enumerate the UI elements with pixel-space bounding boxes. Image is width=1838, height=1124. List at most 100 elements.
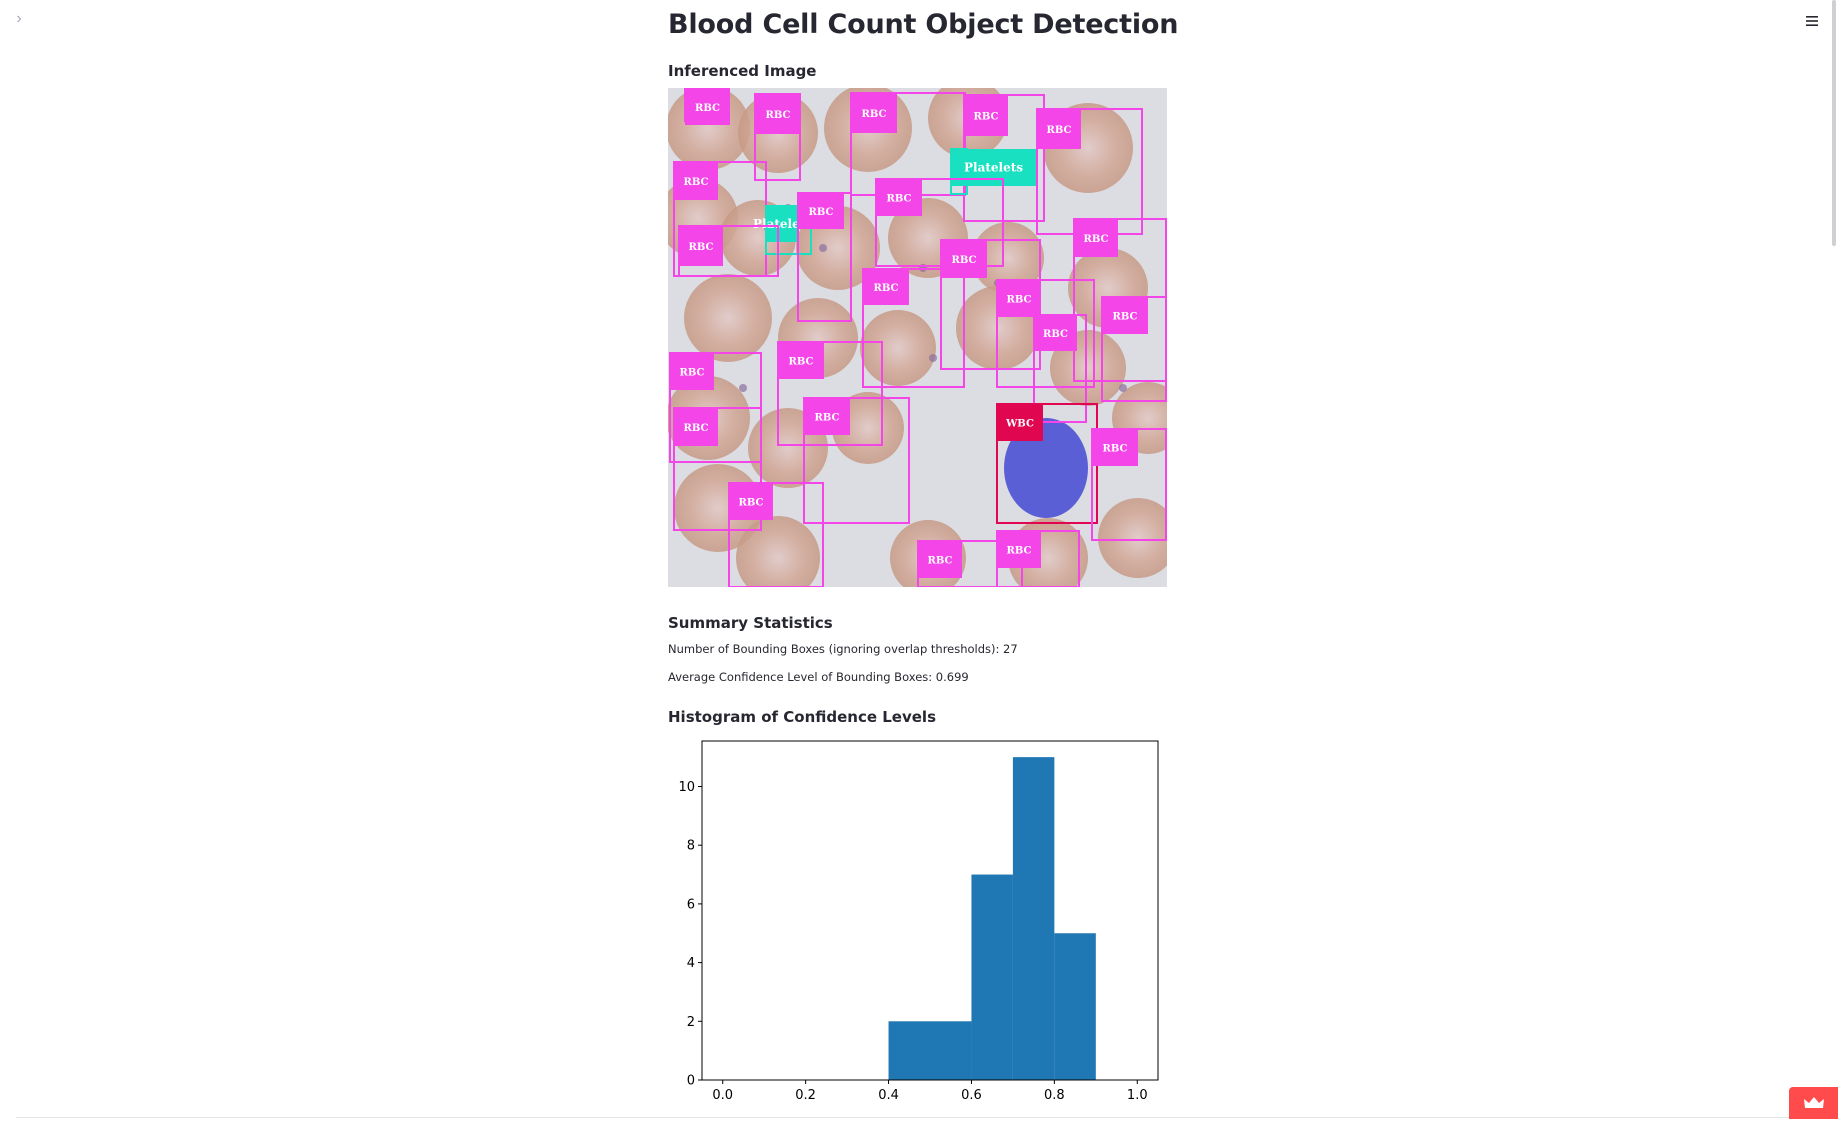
box-label-tag: [997, 280, 1041, 317]
box-label-text: RBC: [862, 109, 887, 120]
y-tick-label: 8: [687, 839, 695, 854]
y-tick-label: 10: [678, 780, 695, 795]
x-tick-label: 0.8: [1044, 1088, 1065, 1103]
box-label-tag: [674, 162, 718, 200]
box-label-tag: [997, 531, 1041, 568]
detection-rbc: RBC: [1091, 428, 1167, 541]
box-label-tag: [851, 93, 897, 133]
detection-rbc: RBC: [1033, 314, 1087, 423]
x-tick-label: 1.0: [1127, 1088, 1148, 1103]
box-label-tag: [766, 206, 799, 242]
detection-rbc: RBC: [803, 397, 910, 524]
detection-rbc: RBC: [777, 341, 883, 446]
histogram-bar: [971, 874, 1013, 1080]
box-label-text: WBC: [1005, 419, 1034, 430]
box-label-text: RBC: [952, 255, 977, 266]
detection-rbc: RBC: [875, 178, 1004, 267]
platelet-dot: [1119, 384, 1127, 392]
box-label-text: RBC: [1047, 125, 1072, 136]
detection-rbc: RBC: [678, 225, 779, 277]
sidebar-toggle-button[interactable]: ›: [10, 10, 28, 28]
box-label-text: RBC: [1113, 312, 1138, 323]
histogram-bar: [888, 1021, 930, 1080]
plot-frame: [701, 740, 1159, 1081]
red-blood-cell: [684, 274, 772, 362]
box-label-text: RBC: [1103, 444, 1128, 455]
box-label-tag: [804, 398, 850, 435]
box-label-tag: [1034, 315, 1077, 351]
detection-wbc: WBC: [996, 403, 1098, 524]
box-label-text: RBC: [1007, 546, 1032, 557]
box-label-tag: [863, 269, 909, 305]
box-label-tag: [670, 353, 714, 390]
box-label-text: RBC: [928, 556, 953, 567]
box-label-tag: [1092, 429, 1138, 466]
box-label-text: RBC: [1043, 329, 1068, 340]
box-label-text: RBC: [974, 112, 999, 123]
y-tick-label: 2: [687, 1015, 695, 1030]
box-label-tag: [674, 408, 718, 446]
platelet-dot: [739, 384, 747, 392]
crown-icon: [1803, 1097, 1824, 1108]
x-tick-label: 0.6: [961, 1088, 982, 1103]
bounding-box: [996, 279, 1095, 388]
platelet-dot: [929, 354, 937, 362]
red-blood-cell: [736, 516, 820, 587]
inferenced-image: RBC RBC RBC RBC RBC Platelets RBC Platelets RBC R…: [668, 88, 1167, 587]
histogram-bar: [1012, 757, 1055, 1080]
hamburger-menu-icon: [1806, 16, 1818, 26]
box-label-text: RBC: [689, 242, 714, 253]
platelet-dot: [819, 244, 827, 252]
box-label-text: RBC: [809, 207, 834, 218]
histogram-chart: 0.0 0.2 0.4 0.6 0.8 1.0 0 2 4 6 8 10: [678, 740, 1159, 1103]
detection-rbc: RBC: [996, 279, 1095, 388]
box-label-text: RBC: [815, 413, 840, 424]
footer-divider: [16, 1117, 1796, 1118]
histogram-bar: [1054, 933, 1096, 1080]
box-label-tag: [1037, 109, 1081, 149]
red-blood-cell: [1098, 498, 1167, 578]
box-label-tag: [1102, 297, 1148, 334]
box-label-tag: [755, 94, 801, 134]
white-blood-cell: [1004, 418, 1088, 518]
box-label-text: RBC: [684, 177, 709, 188]
detection-platelets: Platelets: [753, 205, 812, 255]
bounding-box-count: Number of Bounding Boxes (ignoring overl…: [668, 642, 1018, 656]
y-tick-label: 4: [687, 956, 695, 971]
detection-rbc: RBC: [673, 407, 762, 531]
box-label-text: RBC: [684, 423, 709, 434]
chevron-right-icon: ›: [16, 10, 22, 27]
box-label-tag: [997, 404, 1043, 441]
main-menu-button[interactable]: [1798, 10, 1826, 32]
bounding-box: [862, 268, 965, 388]
box-label-text: RBC: [680, 368, 705, 379]
page-scrollbar[interactable]: [1832, 0, 1836, 246]
detection-rbc: RBC: [684, 88, 730, 125]
box-label-tag: [964, 95, 1008, 136]
box-label-tag: [798, 193, 844, 229]
box-label-tag: [679, 226, 723, 266]
y-tick-label: 0: [687, 1074, 695, 1089]
detection-rbc: RBC: [797, 192, 852, 322]
average-confidence: Average Confidence Level of Bounding Box…: [668, 670, 969, 684]
box-label-tag: [1074, 219, 1118, 257]
histogram-heading: Histogram of Confidence Levels: [668, 708, 937, 726]
bounding-box: [803, 397, 910, 524]
summary-statistics-heading: Summary Statistics: [668, 614, 833, 632]
box-label-text: RBC: [739, 498, 764, 509]
box-label-tag: [778, 342, 824, 379]
bounding-box: [728, 482, 824, 587]
box-label-text: RBC: [887, 194, 912, 205]
bounding-box: [777, 341, 883, 446]
box-label-text: RBC: [766, 110, 791, 121]
confidence-histogram: 0.0 0.2 0.4 0.6 0.8 1.0 0 2 4 6 8 10: [668, 735, 1168, 1119]
box-label-tag: [876, 179, 922, 216]
bounding-box: [875, 178, 1004, 267]
detection-rbc: RBC: [1073, 218, 1167, 382]
deploy-badge-button[interactable]: [1789, 1087, 1838, 1119]
box-label-tag: [918, 541, 962, 578]
histogram-bar: [930, 1021, 972, 1080]
detection-rbc: RBC: [862, 268, 965, 388]
